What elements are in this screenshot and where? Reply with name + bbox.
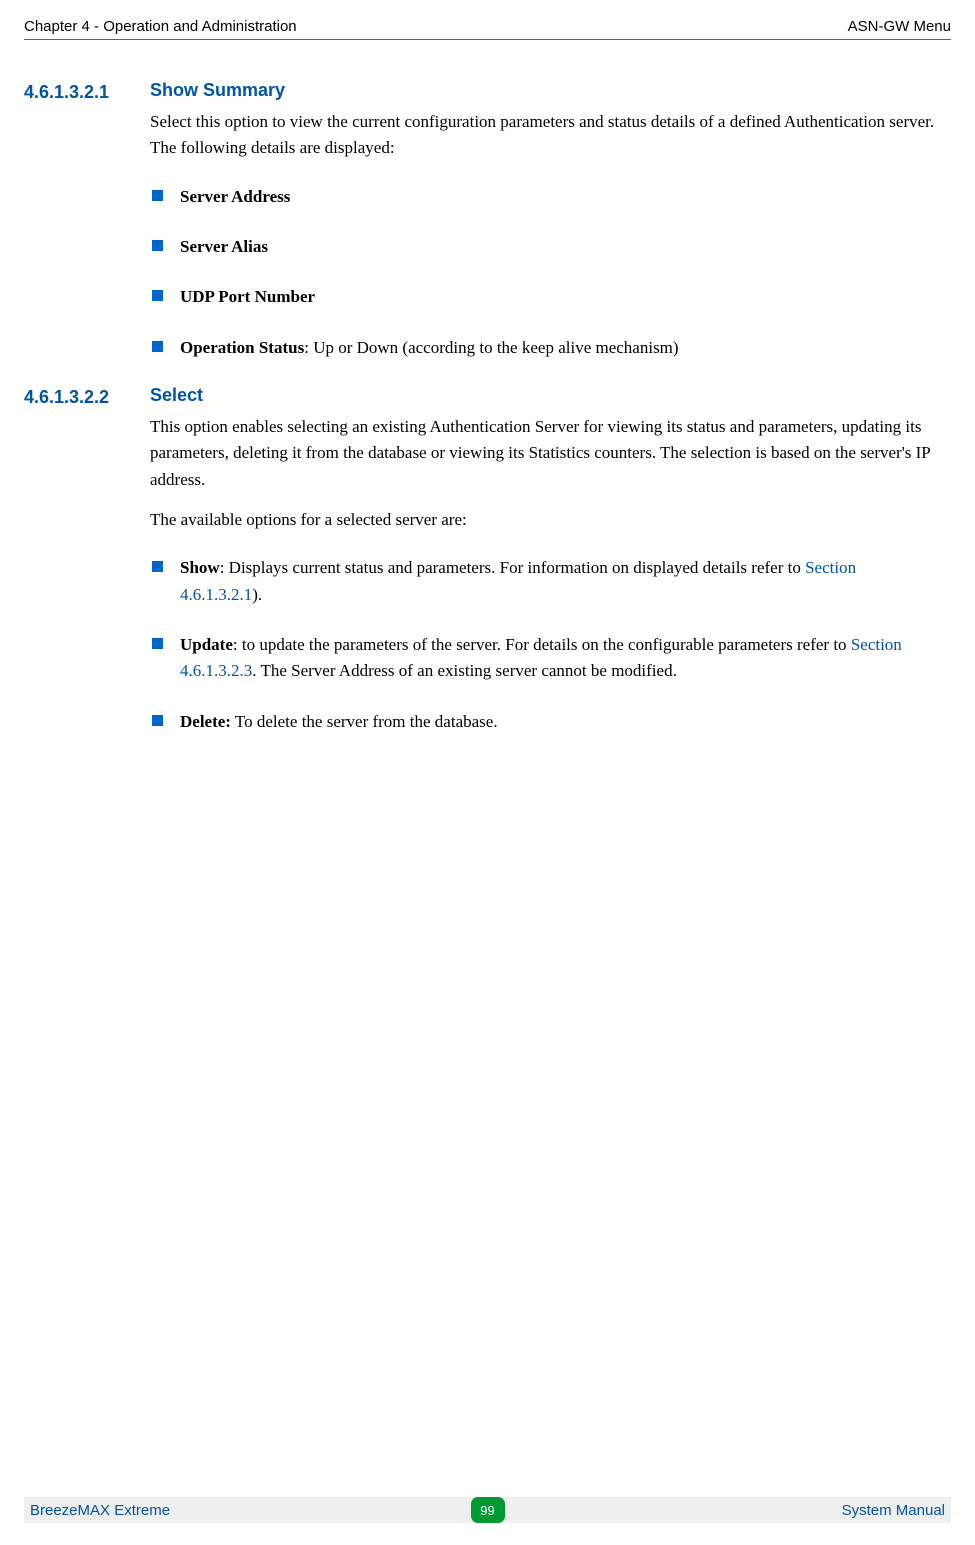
paragraph: Select this option to view the current c… <box>150 109 941 162</box>
list-item: Server Address <box>150 184 941 210</box>
list-item-pre: To delete the server from the database. <box>231 712 498 731</box>
list-item: Show: Displays current status and parame… <box>150 555 941 608</box>
list-item: Delete: To delete the server from the da… <box>150 709 941 735</box>
paragraph: This option enables selecting an existin… <box>150 414 941 493</box>
list-item-bold: Delete: <box>180 712 231 731</box>
header-right: ASN-GW Menu <box>848 18 951 35</box>
list-item-bold: Server Address <box>180 187 290 206</box>
section-number: 4.6.1.3.2.1 <box>24 80 150 103</box>
list-item: Update: to update the parameters of the … <box>150 632 941 685</box>
list-item-post: . The Server Address of an existing serv… <box>252 661 677 680</box>
section-heading-row: 4.6.1.3.2.1 Show Summary <box>24 80 951 103</box>
section-body: Select this option to view the current c… <box>150 109 941 361</box>
footer-left: BreezeMAX Extreme <box>30 1502 170 1519</box>
header-rule <box>24 39 951 40</box>
list-item-bold: Server Alias <box>180 237 268 256</box>
page-number-pill: 99 <box>471 1497 505 1523</box>
list-item-post: ). <box>252 585 262 604</box>
page-header: Chapter 4 - Operation and Administration… <box>0 0 975 39</box>
list-item-bold: Operation Status <box>180 338 304 357</box>
bullet-list: Show: Displays current status and parame… <box>150 555 941 735</box>
list-item-rest: : Up or Down (according to the keep aliv… <box>304 338 678 357</box>
page-content: 4.6.1.3.2.1 Show Summary Select this opt… <box>0 80 975 735</box>
list-item-pre: : to update the parameters of the server… <box>233 635 851 654</box>
list-item: Operation Status: Up or Down (according … <box>150 335 941 361</box>
section-heading-row: 4.6.1.3.2.2 Select <box>24 385 951 408</box>
list-item-bold: UDP Port Number <box>180 287 315 306</box>
footer-right: System Manual <box>842 1502 945 1519</box>
list-item-pre: : Displays current status and parameters… <box>220 558 805 577</box>
page-footer: BreezeMAX Extreme 99 System Manual <box>24 1497 951 1523</box>
list-item-bold: Show <box>180 558 220 577</box>
paragraph: The available options for a selected ser… <box>150 507 941 533</box>
list-item: UDP Port Number <box>150 284 941 310</box>
section-body: This option enables selecting an existin… <box>150 414 941 735</box>
header-left: Chapter 4 - Operation and Administration <box>24 18 297 35</box>
list-item-bold: Update <box>180 635 233 654</box>
list-item: Server Alias <box>150 234 941 260</box>
bullet-list: Server Address Server Alias UDP Port Num… <box>150 184 941 361</box>
section-number: 4.6.1.3.2.2 <box>24 385 150 408</box>
section-title: Show Summary <box>150 80 285 101</box>
section-title: Select <box>150 385 203 406</box>
